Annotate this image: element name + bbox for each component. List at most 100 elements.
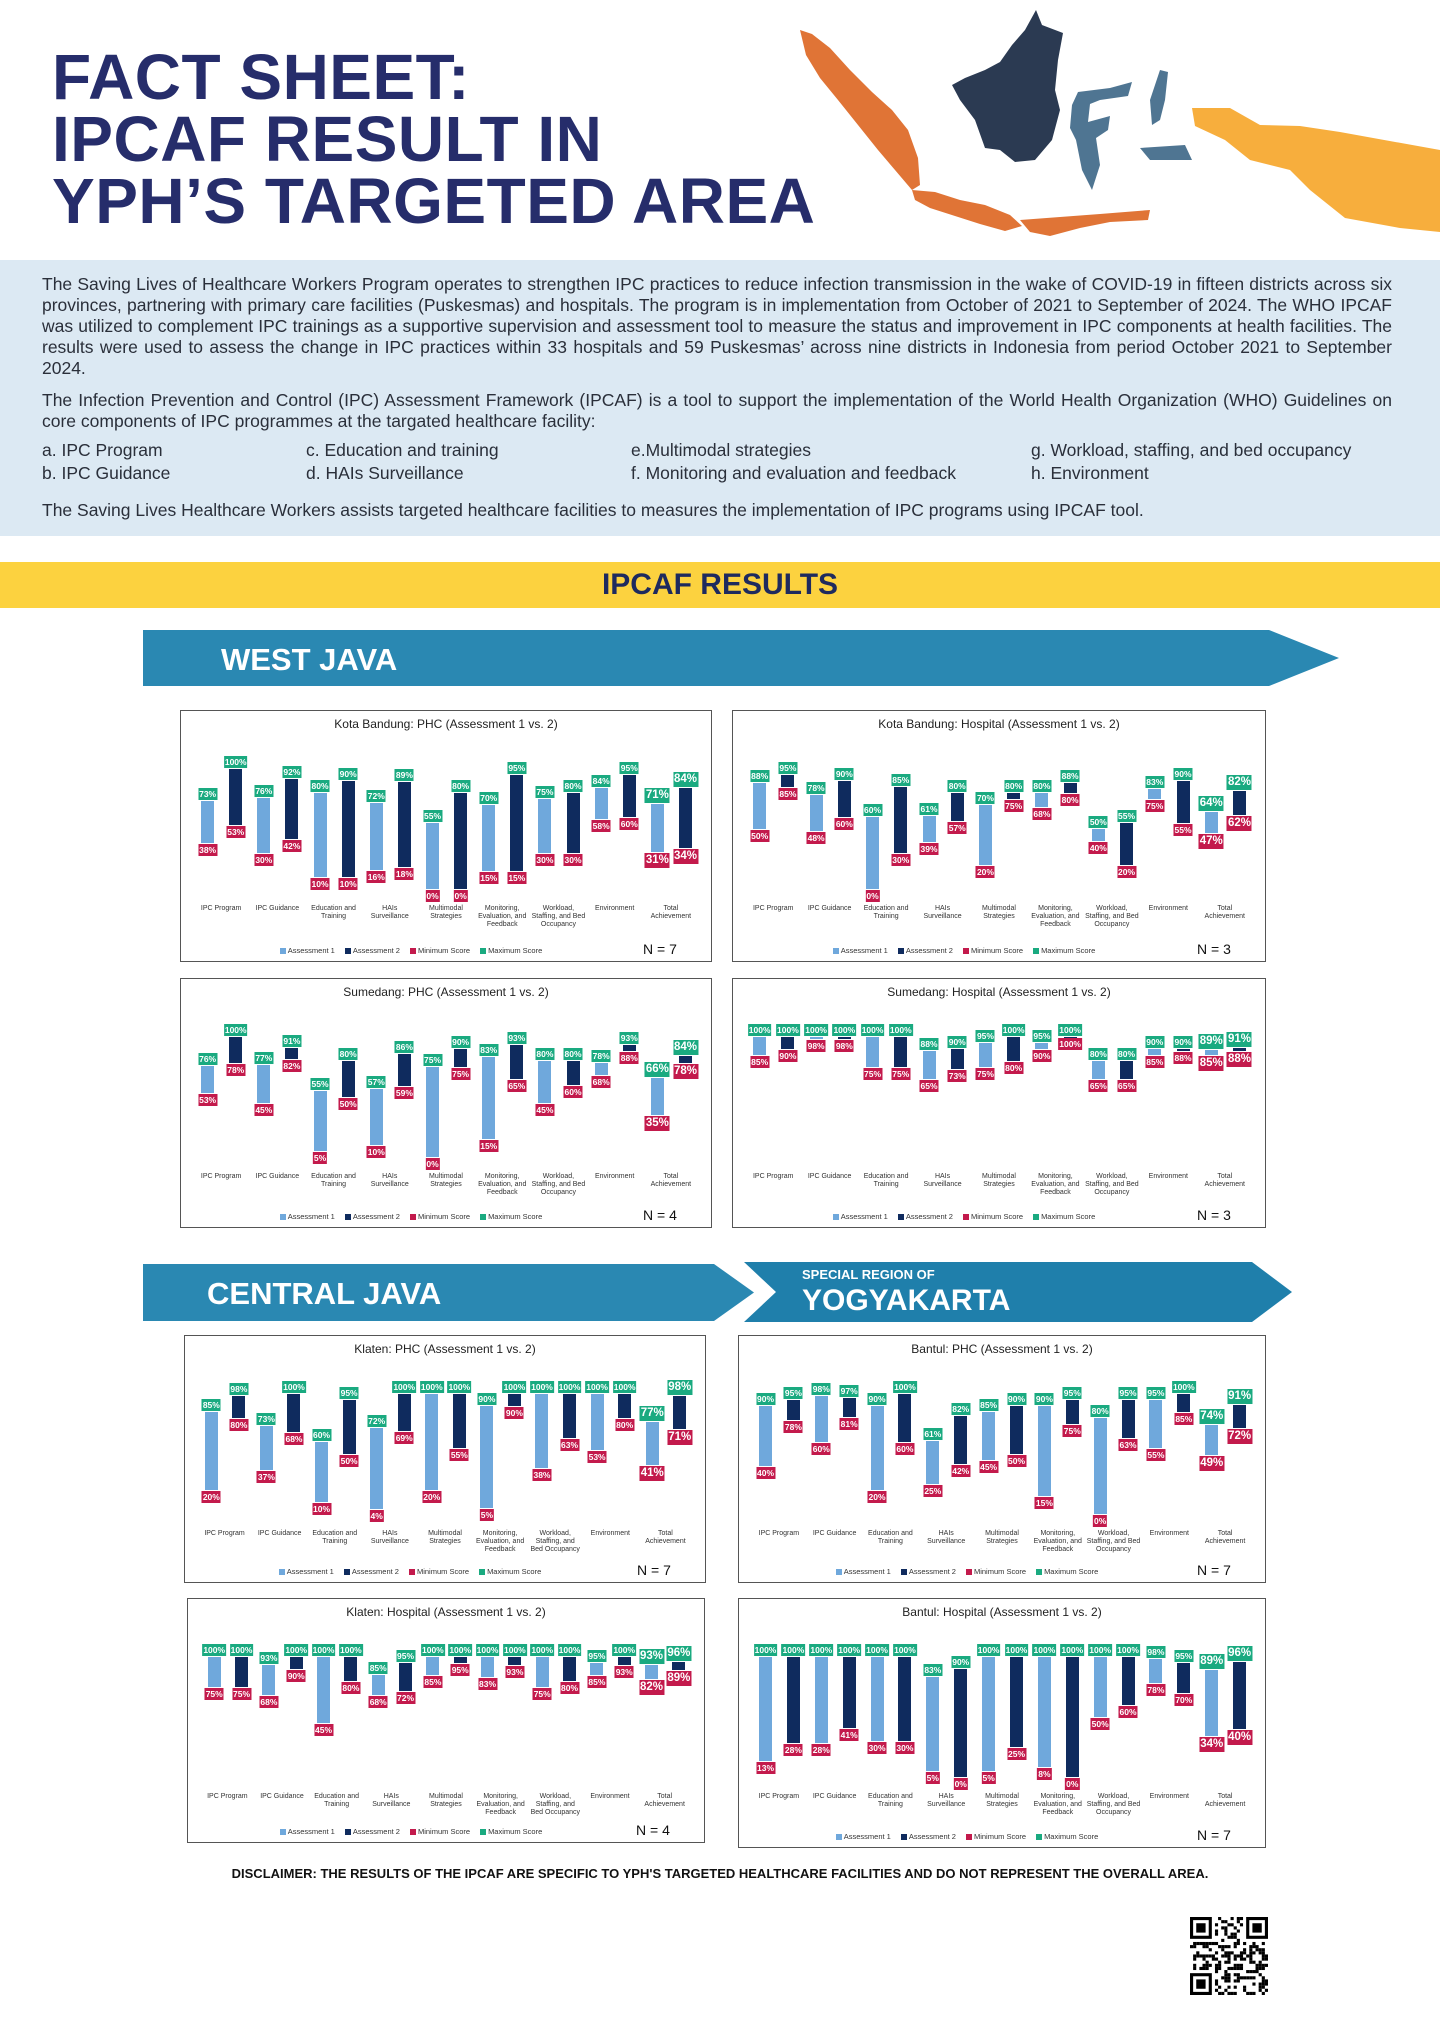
min-score-label: 50% <box>338 1098 358 1110</box>
assessment2-bar <box>1176 1049 1190 1052</box>
chart-title: Klaten: Hospital (Assessment 1 vs. 2) <box>346 1605 546 1619</box>
title-line: YPH’S TARGETED AREA <box>52 165 816 237</box>
category-label: Education and Training <box>863 905 909 920</box>
legend-label: Assessment 1 <box>840 946 888 955</box>
min-score-label: 55% <box>1146 1449 1166 1461</box>
legend-label: Assessment 1 <box>840 1212 888 1221</box>
max-score-label: 100% <box>781 1644 806 1656</box>
min-score-label: 48% <box>806 832 826 845</box>
assessment1-bar <box>535 1657 549 1687</box>
component-item: e.Multimodal strategies <box>631 440 811 460</box>
min-score-label: 20% <box>867 1491 887 1503</box>
min-score-label: 75% <box>975 1068 995 1080</box>
chart-title: Klaten: PHC (Assessment 1 vs. 2) <box>354 1342 536 1356</box>
max-score-label: 100% <box>809 1644 834 1656</box>
legend-label: Maximum Score <box>488 946 543 955</box>
title-line: FACT SHEET: <box>52 41 470 113</box>
legend-swatch <box>965 1569 972 1576</box>
max-score-label: 89% <box>1198 1034 1224 1050</box>
legend-swatch <box>962 948 969 955</box>
max-score-label: 100% <box>1032 1644 1057 1656</box>
max-score-label: 78% <box>591 1050 611 1063</box>
assessment2-bar <box>842 1657 856 1728</box>
component-item: f. Monitoring and evaluation and feedbac… <box>631 463 956 483</box>
max-score-label: 100% <box>284 1644 309 1656</box>
assessment2-bar <box>454 1049 468 1067</box>
assessment1-bar <box>866 1037 880 1067</box>
chart-kota-bandung-hospital: Kota Bandung: Hospital (Assessment 1 vs.… <box>732 710 1266 962</box>
category-label: Multimodal Strategies <box>982 1173 1016 1188</box>
assessment2-bar <box>397 1053 411 1087</box>
category-label: Workload, Staffing, and Bed Occupancy <box>531 1173 586 1196</box>
min-score-label: 90% <box>286 1670 306 1682</box>
min-score-label: 10% <box>338 878 358 890</box>
assessment2-bar <box>510 775 524 871</box>
min-score-label: 30% <box>891 854 911 866</box>
intro-panel: The Saving Lives of Healthcare Workers P… <box>0 260 1440 536</box>
assessment1-bar <box>650 803 664 852</box>
assessment2-bar <box>1120 823 1134 865</box>
max-score-label: 100% <box>1060 1644 1085 1656</box>
min-score-label: 63% <box>1118 1439 1138 1452</box>
min-score-label: 88% <box>619 1052 639 1065</box>
intro-paragraph: The Saving Lives of Healthcare Workers P… <box>42 274 1392 378</box>
min-score-label: 68% <box>259 1696 279 1709</box>
assessment1-bar <box>753 783 767 829</box>
legend-label: Maximum Score <box>1044 1567 1099 1576</box>
min-score-label: 85% <box>1145 1056 1165 1068</box>
assessment2-bar <box>508 1657 522 1666</box>
min-score-label: 42% <box>951 1464 971 1477</box>
max-score-label: 100% <box>888 1024 913 1036</box>
max-score-label: 100% <box>1116 1644 1140 1656</box>
min-score-label: 60% <box>895 1443 915 1455</box>
category-label: Total Achievement <box>645 1530 686 1545</box>
min-score-label: 5% <box>312 1152 328 1164</box>
assessment2-bar <box>1176 781 1190 823</box>
max-score-label: 80% <box>563 1048 583 1060</box>
category-label: IPC Guidance <box>255 1173 300 1180</box>
category-label: Monitoring, Evaluation, and Feedback <box>476 1793 525 1816</box>
min-score-label: 75% <box>891 1068 911 1080</box>
max-score-label: 76% <box>254 784 274 797</box>
min-score-label: 13% <box>755 1762 776 1775</box>
max-score-label: 85% <box>891 774 911 786</box>
category-label: IPC Guidance <box>812 1530 857 1537</box>
category-label: IPC Program <box>752 1173 794 1180</box>
assessment2-bar <box>563 1394 577 1439</box>
assessment2-bar <box>235 1657 249 1687</box>
min-score-label: 30% <box>867 1742 887 1754</box>
min-score-label: 78% <box>1146 1684 1166 1697</box>
min-score-label: 38% <box>532 1469 552 1482</box>
min-score-label: 53% <box>226 826 246 839</box>
max-score-label: 100% <box>804 1024 828 1036</box>
legend-swatch <box>832 1214 839 1221</box>
category-label: HAIs Surveillance <box>372 1793 411 1808</box>
max-score-label: 100% <box>530 1644 555 1656</box>
min-score-label: 80% <box>229 1419 249 1431</box>
max-score-label: 100% <box>860 1024 885 1036</box>
category-label: Multimodal Strategies <box>429 1173 463 1188</box>
max-score-label: 77% <box>254 1051 274 1064</box>
max-score-label: 95% <box>1174 1650 1194 1662</box>
min-score-label: 4% <box>369 1510 384 1523</box>
max-score-label: 90% <box>867 1393 887 1405</box>
assessment2-bar <box>954 1415 968 1464</box>
assessment1-bar <box>538 799 552 853</box>
min-score-label: 80% <box>1060 794 1080 806</box>
assessment2-bar <box>341 781 355 877</box>
legend-swatch <box>480 1214 487 1221</box>
min-score-label: 25% <box>923 1485 943 1497</box>
category-label: Total Achievement <box>1204 1530 1246 1545</box>
legend-swatch <box>278 1569 285 1576</box>
max-score-label: 100% <box>1088 1644 1113 1656</box>
category-label: Workload, Staffing, and Bed Occupancy <box>531 905 586 928</box>
assessment1-bar <box>814 1657 828 1744</box>
min-score-label: 75% <box>232 1688 252 1700</box>
component-item: d. HAIs Surveillance <box>306 463 464 483</box>
assessment2-bar <box>397 1394 411 1432</box>
chart-legend: Assessment 1 Assessment 2 Minimum Score Max… <box>733 946 1185 955</box>
qr-code-icon[interactable] <box>1190 1917 1268 1995</box>
max-score-label: 76% <box>198 1052 218 1065</box>
max-score-label: 100% <box>223 756 248 768</box>
max-score-label: 90% <box>951 1656 971 1668</box>
